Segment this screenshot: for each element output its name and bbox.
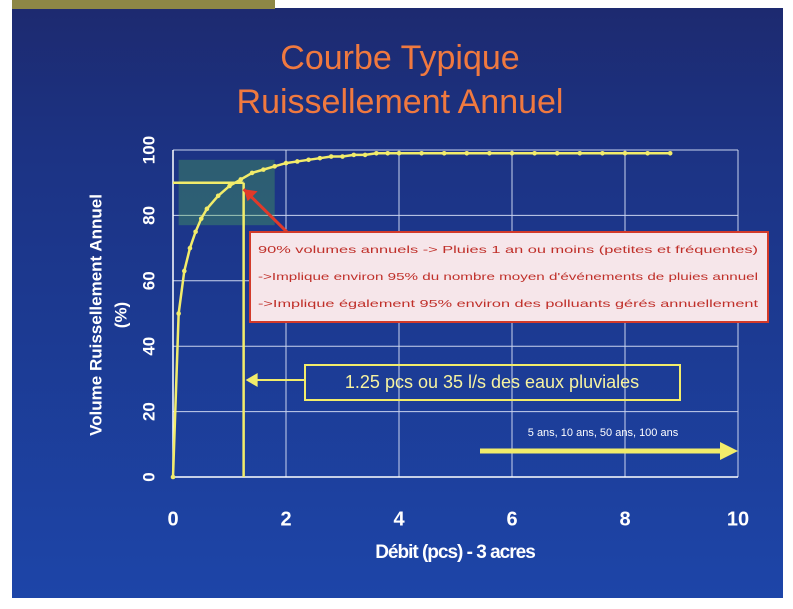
top-bar (12, 0, 275, 9)
x-axis-label: Débit (pcs) - 3 acres (375, 542, 535, 563)
curve-point (261, 167, 266, 172)
y-tick-label: 0 (139, 472, 158, 481)
curve-point (306, 157, 311, 163)
curve-point (645, 150, 650, 156)
curve-point (600, 150, 605, 156)
x-tick-label: 0 (167, 508, 178, 530)
curve-point (340, 154, 345, 159)
curve-point (328, 154, 334, 159)
curve-point (198, 216, 204, 221)
flow-box (304, 364, 681, 401)
curve-point (238, 177, 244, 182)
curve-point (227, 183, 232, 189)
y-tick-label: 100 (139, 136, 158, 164)
x-tick-label: 6 (506, 508, 517, 530)
curve-point (554, 150, 560, 156)
x-tick-label: 4 (393, 508, 405, 530)
curve-point (176, 311, 181, 316)
y-tick-label: 80 (139, 206, 158, 225)
y-tick-label: 20 (139, 402, 158, 421)
curve-point (351, 152, 357, 158)
curve-point (441, 150, 447, 156)
curve-point (170, 474, 176, 480)
y-tick-label: 40 (139, 337, 158, 356)
curve-point (283, 160, 289, 166)
curve-point (317, 155, 323, 161)
curve-point (204, 206, 210, 212)
x-tick-label: 8 (619, 508, 630, 530)
curve-point (215, 193, 221, 199)
curve-point (532, 150, 537, 156)
curve-point (667, 150, 673, 156)
title-line: Courbe Typique (280, 39, 519, 77)
y-axis-label: (%) (111, 302, 130, 328)
title-line: Ruissellement Annuel (237, 83, 564, 121)
curve-point (577, 150, 583, 156)
note-line: 90% volumes annuels -> Pluies 1 an ou mo… (258, 244, 758, 256)
curve-point (193, 229, 198, 235)
x-tick-label: 10 (727, 508, 749, 530)
note-box (249, 231, 769, 323)
curve-point (295, 159, 300, 164)
pointer-head (243, 189, 258, 202)
curve-point (396, 150, 402, 156)
curve-point (182, 268, 187, 274)
curve-point (487, 150, 492, 156)
return-arrow-head (720, 442, 738, 460)
curve-point (187, 245, 193, 251)
x-tick-label: 2 (280, 508, 291, 530)
curve-point (622, 150, 628, 156)
curve-point (385, 150, 391, 156)
curve-point (464, 150, 470, 156)
curve-point (362, 152, 368, 158)
flow-arrow-head (245, 373, 258, 387)
curve-point (374, 150, 379, 156)
curve-point (419, 150, 424, 156)
curve-point (509, 150, 515, 156)
flow-label: 1.25 pcs ou 35 l/s des eaux pluviales (345, 372, 639, 392)
return-periods: 5 ans, 10 ans, 50 ans, 100 ans (528, 427, 679, 439)
y-axis-label: Volume Ruissellement Annuel (86, 194, 105, 436)
note-line: ->Implique environ 95% du nombre moyen d… (258, 271, 758, 283)
y-tick-label: 60 (139, 271, 158, 290)
curve-point (272, 164, 278, 169)
note-line: ->Implique également 95% environ des pol… (258, 298, 758, 310)
curve-point (249, 170, 255, 176)
